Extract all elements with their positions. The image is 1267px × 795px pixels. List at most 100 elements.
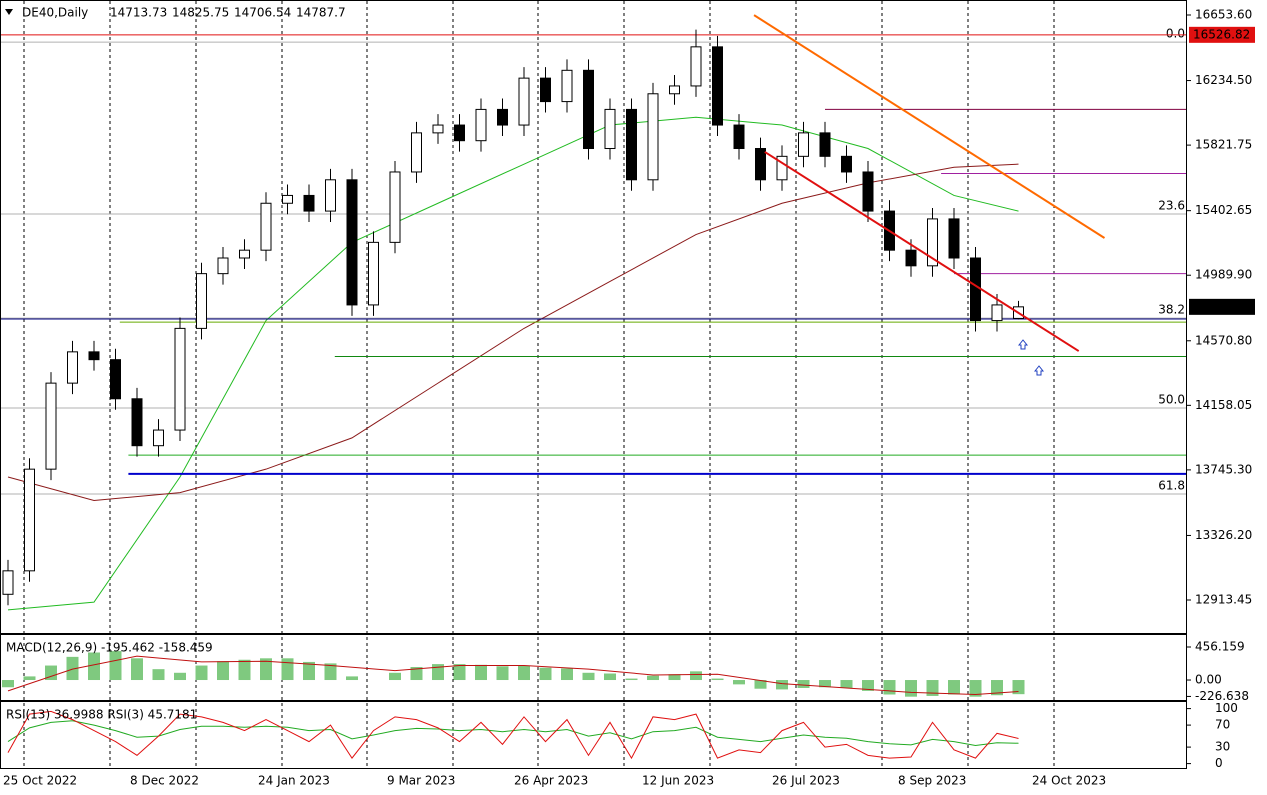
macd-bar bbox=[88, 652, 100, 681]
macd-bar bbox=[281, 658, 294, 681]
candle-body bbox=[196, 273, 207, 329]
y-tick-label: 15821.75 bbox=[1195, 138, 1252, 152]
rsi-tick-label: 0 bbox=[1215, 756, 1223, 770]
candle-body bbox=[368, 241, 379, 306]
macd-bar bbox=[819, 680, 831, 688]
rsi-label: RSI(13) 36.9988 RSI(3) 45.7181 bbox=[6, 708, 197, 722]
macd-bar bbox=[776, 680, 788, 690]
macd-bar bbox=[238, 659, 251, 681]
candle-body bbox=[217, 257, 229, 275]
fib-label: 23.6 bbox=[1158, 199, 1185, 213]
x-tick-label: 9 Mar 2023 bbox=[387, 774, 455, 788]
candle-body bbox=[604, 108, 616, 150]
macd-bar bbox=[926, 680, 939, 696]
fib-label: 0.0 bbox=[1166, 27, 1185, 41]
macd-signal bbox=[7, 655, 1019, 695]
price-tag-label: 16526.82 bbox=[1193, 27, 1250, 41]
price-panel bbox=[0, 0, 1187, 634]
y-tick-label: 16234.50 bbox=[1195, 73, 1252, 87]
candle-body bbox=[88, 351, 100, 361]
macd-bar bbox=[518, 665, 530, 681]
macd-bar bbox=[948, 680, 960, 695]
macd-bar bbox=[561, 668, 573, 681]
candle-body bbox=[927, 218, 938, 267]
macd-bar bbox=[45, 665, 57, 681]
candle-body bbox=[518, 77, 530, 126]
macd-bar bbox=[432, 664, 444, 681]
candle-body bbox=[540, 77, 551, 103]
macd-bar bbox=[389, 672, 401, 681]
candle-body bbox=[948, 218, 960, 259]
candle-body bbox=[561, 69, 573, 103]
menu-arrow[interactable] bbox=[5, 9, 13, 15]
header-value: 14787.7 bbox=[296, 6, 346, 20]
x-tick-label: 24 Jan 2023 bbox=[258, 774, 330, 788]
macd-bar bbox=[260, 658, 272, 681]
header-value: 14706.54 bbox=[234, 6, 291, 20]
macd-bar bbox=[883, 680, 896, 695]
y-tick-label: 13745.30 bbox=[1195, 462, 1252, 476]
x-tick-label: 26 Jul 2023 bbox=[772, 774, 840, 788]
macd-label: MACD(12,26,9) -195.462 -158.459 bbox=[6, 641, 213, 655]
fib-label: 61.8 bbox=[1158, 479, 1185, 493]
candle-body bbox=[346, 179, 358, 306]
macd-bar bbox=[991, 680, 1003, 696]
candle-body bbox=[153, 429, 164, 447]
macd-bar bbox=[711, 678, 724, 681]
candle-body bbox=[690, 46, 702, 87]
candle-body bbox=[2, 570, 14, 595]
candle-body bbox=[475, 108, 487, 142]
macd-bar bbox=[905, 680, 917, 697]
rsi-panel bbox=[0, 701, 1187, 769]
arrow-icon bbox=[1033, 365, 1045, 376]
macd-bar bbox=[647, 675, 659, 681]
y-tick-label: 14570.80 bbox=[1195, 333, 1252, 347]
y-tick-label: 16653.60 bbox=[1195, 7, 1252, 21]
rsi-tick-label: 30 bbox=[1215, 740, 1230, 754]
macd-bar bbox=[346, 676, 358, 681]
header-symbol: DE40,Daily bbox=[22, 6, 88, 20]
rsi-tick-label: 70 bbox=[1215, 718, 1230, 732]
macd-bar bbox=[625, 678, 638, 681]
candle-body bbox=[110, 359, 121, 400]
macd-bar bbox=[152, 669, 165, 681]
macd-bar bbox=[539, 667, 552, 681]
macd-bar bbox=[174, 672, 186, 681]
macd-bar bbox=[475, 664, 487, 681]
candle-body bbox=[626, 108, 637, 181]
x-tick-label: 26 Apr 2023 bbox=[514, 774, 588, 788]
candle-body bbox=[819, 132, 831, 157]
candle-body bbox=[841, 155, 852, 173]
x-tick-label: 8 Dec 2022 bbox=[130, 774, 199, 788]
macd-bar bbox=[66, 656, 79, 681]
candle-body bbox=[970, 257, 981, 322]
macd-bar bbox=[797, 680, 810, 688]
candle-body bbox=[303, 194, 315, 212]
macd-bar bbox=[969, 680, 982, 697]
macd-tick-label: 456.159 bbox=[1195, 640, 1245, 654]
x-tick-label: 12 Jun 2023 bbox=[642, 774, 714, 788]
header-value: 14713.73 bbox=[110, 6, 167, 20]
macd-bar bbox=[23, 676, 36, 681]
macd-bar bbox=[840, 680, 853, 688]
price-tag bbox=[1189, 26, 1255, 43]
y-tick-label: 14989.90 bbox=[1195, 268, 1252, 282]
candle-body bbox=[432, 124, 444, 134]
macd-bar bbox=[303, 661, 315, 681]
macd-bar bbox=[690, 671, 702, 681]
macd-bar bbox=[754, 680, 767, 689]
candle-body bbox=[712, 46, 723, 126]
macd-bar bbox=[1012, 680, 1025, 695]
macd-bar bbox=[410, 666, 423, 681]
candle-body bbox=[174, 327, 186, 431]
macd-bar bbox=[668, 674, 681, 681]
y-tick-label: 14158.05 bbox=[1195, 398, 1252, 412]
macd-bar bbox=[2, 680, 14, 688]
arrow-icon bbox=[1017, 339, 1029, 350]
candle-body bbox=[776, 155, 788, 181]
macd-bar bbox=[109, 651, 122, 681]
macd-bar bbox=[496, 666, 509, 681]
fib-label: 38.2 bbox=[1158, 303, 1185, 317]
x-tick-label: 25 Oct 2022 bbox=[3, 774, 77, 788]
